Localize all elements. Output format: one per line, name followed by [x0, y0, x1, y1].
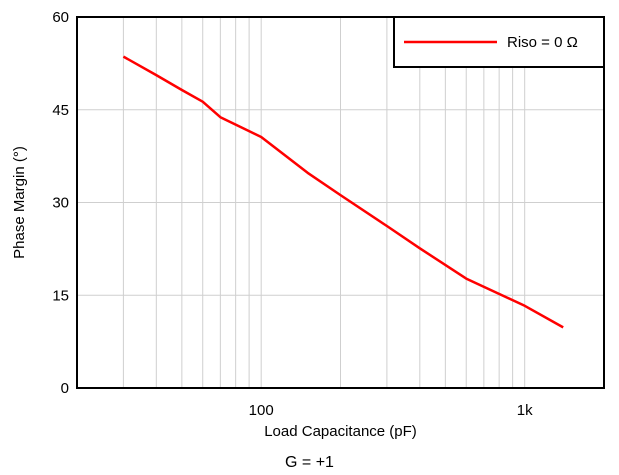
y-tick-labels: 0 15 30 45 60 [52, 9, 69, 397]
plot-frame [76, 16, 605, 389]
series-layer [122, 55, 564, 329]
grid [77, 17, 604, 388]
y-tick-label: 0 [61, 380, 69, 397]
legend-label: Riso = 0 Ω [507, 34, 578, 51]
y-axis-label: Phase Margin (°) [11, 146, 28, 259]
y-tick-label: 60 [52, 9, 69, 26]
x-tick-labels: 100 1k [249, 402, 533, 419]
y-tick-label: 45 [52, 102, 69, 119]
y-tick-label: 15 [52, 287, 69, 304]
phase-margin-chart: 0 15 30 45 60 100 1k Load Capacitance (pF) Ph… [11, 9, 605, 440]
x-tick-label: 100 [249, 402, 274, 419]
y-tick-label: 30 [52, 195, 69, 212]
x-axis-label: Load Capacitance (pF) [264, 423, 417, 440]
legend: Riso = 0 Ω [393, 16, 605, 68]
x-tick-label: 1k [517, 402, 533, 419]
gain-footnote: G = +1 [285, 454, 334, 471]
series-line-0 [122, 55, 564, 329]
